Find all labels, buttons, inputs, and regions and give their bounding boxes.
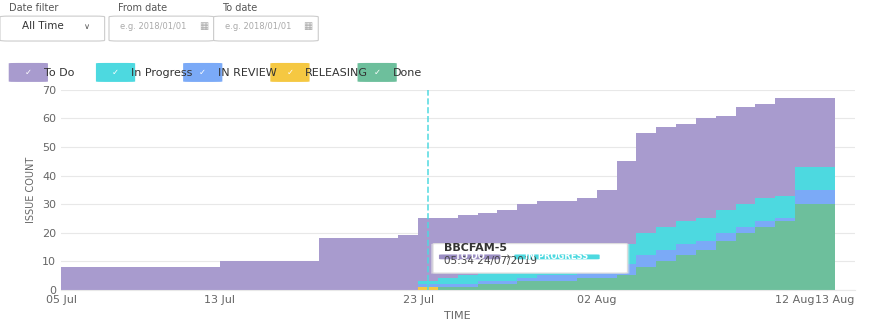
Text: ✓: ✓ bbox=[199, 68, 207, 77]
Text: Done: Done bbox=[392, 68, 422, 78]
Text: ▦: ▦ bbox=[199, 21, 208, 31]
Text: To Do: To Do bbox=[44, 68, 74, 78]
Text: IN REVIEW: IN REVIEW bbox=[218, 68, 276, 78]
Text: IN PROGRESS: IN PROGRESS bbox=[526, 252, 589, 261]
FancyBboxPatch shape bbox=[270, 63, 310, 82]
Text: All Time: All Time bbox=[22, 21, 64, 31]
Text: e.g. 2018/01/01: e.g. 2018/01/01 bbox=[225, 22, 291, 31]
Text: e.g. 2018/01/01: e.g. 2018/01/01 bbox=[120, 22, 187, 31]
Text: Date filter: Date filter bbox=[9, 3, 58, 13]
Text: ✓: ✓ bbox=[112, 68, 119, 77]
Text: ✓: ✓ bbox=[24, 68, 32, 77]
FancyBboxPatch shape bbox=[9, 63, 48, 82]
FancyBboxPatch shape bbox=[0, 16, 105, 41]
Text: From date: From date bbox=[118, 3, 167, 13]
FancyBboxPatch shape bbox=[431, 244, 630, 274]
Text: ▦: ▦ bbox=[303, 21, 313, 31]
Text: ∨: ∨ bbox=[84, 22, 90, 31]
FancyBboxPatch shape bbox=[439, 254, 501, 259]
FancyBboxPatch shape bbox=[183, 63, 222, 82]
Text: TO DO: TO DO bbox=[455, 252, 485, 261]
Text: BBCFAM-5: BBCFAM-5 bbox=[444, 243, 507, 253]
FancyBboxPatch shape bbox=[214, 16, 318, 41]
Text: ✓: ✓ bbox=[286, 68, 294, 77]
X-axis label: TIME: TIME bbox=[445, 311, 471, 321]
FancyBboxPatch shape bbox=[358, 63, 397, 82]
Text: In Progress: In Progress bbox=[131, 68, 192, 78]
Text: 05:34 24/07/2019: 05:34 24/07/2019 bbox=[444, 256, 537, 266]
Text: ✓: ✓ bbox=[373, 68, 381, 77]
Text: RELEASING: RELEASING bbox=[305, 68, 368, 78]
FancyBboxPatch shape bbox=[433, 244, 628, 273]
FancyBboxPatch shape bbox=[109, 16, 214, 41]
Text: To date: To date bbox=[222, 3, 257, 13]
Text: →: → bbox=[501, 252, 509, 262]
FancyBboxPatch shape bbox=[96, 63, 135, 82]
FancyBboxPatch shape bbox=[514, 254, 600, 259]
Y-axis label: ISSUE COUNT: ISSUE COUNT bbox=[26, 157, 37, 223]
